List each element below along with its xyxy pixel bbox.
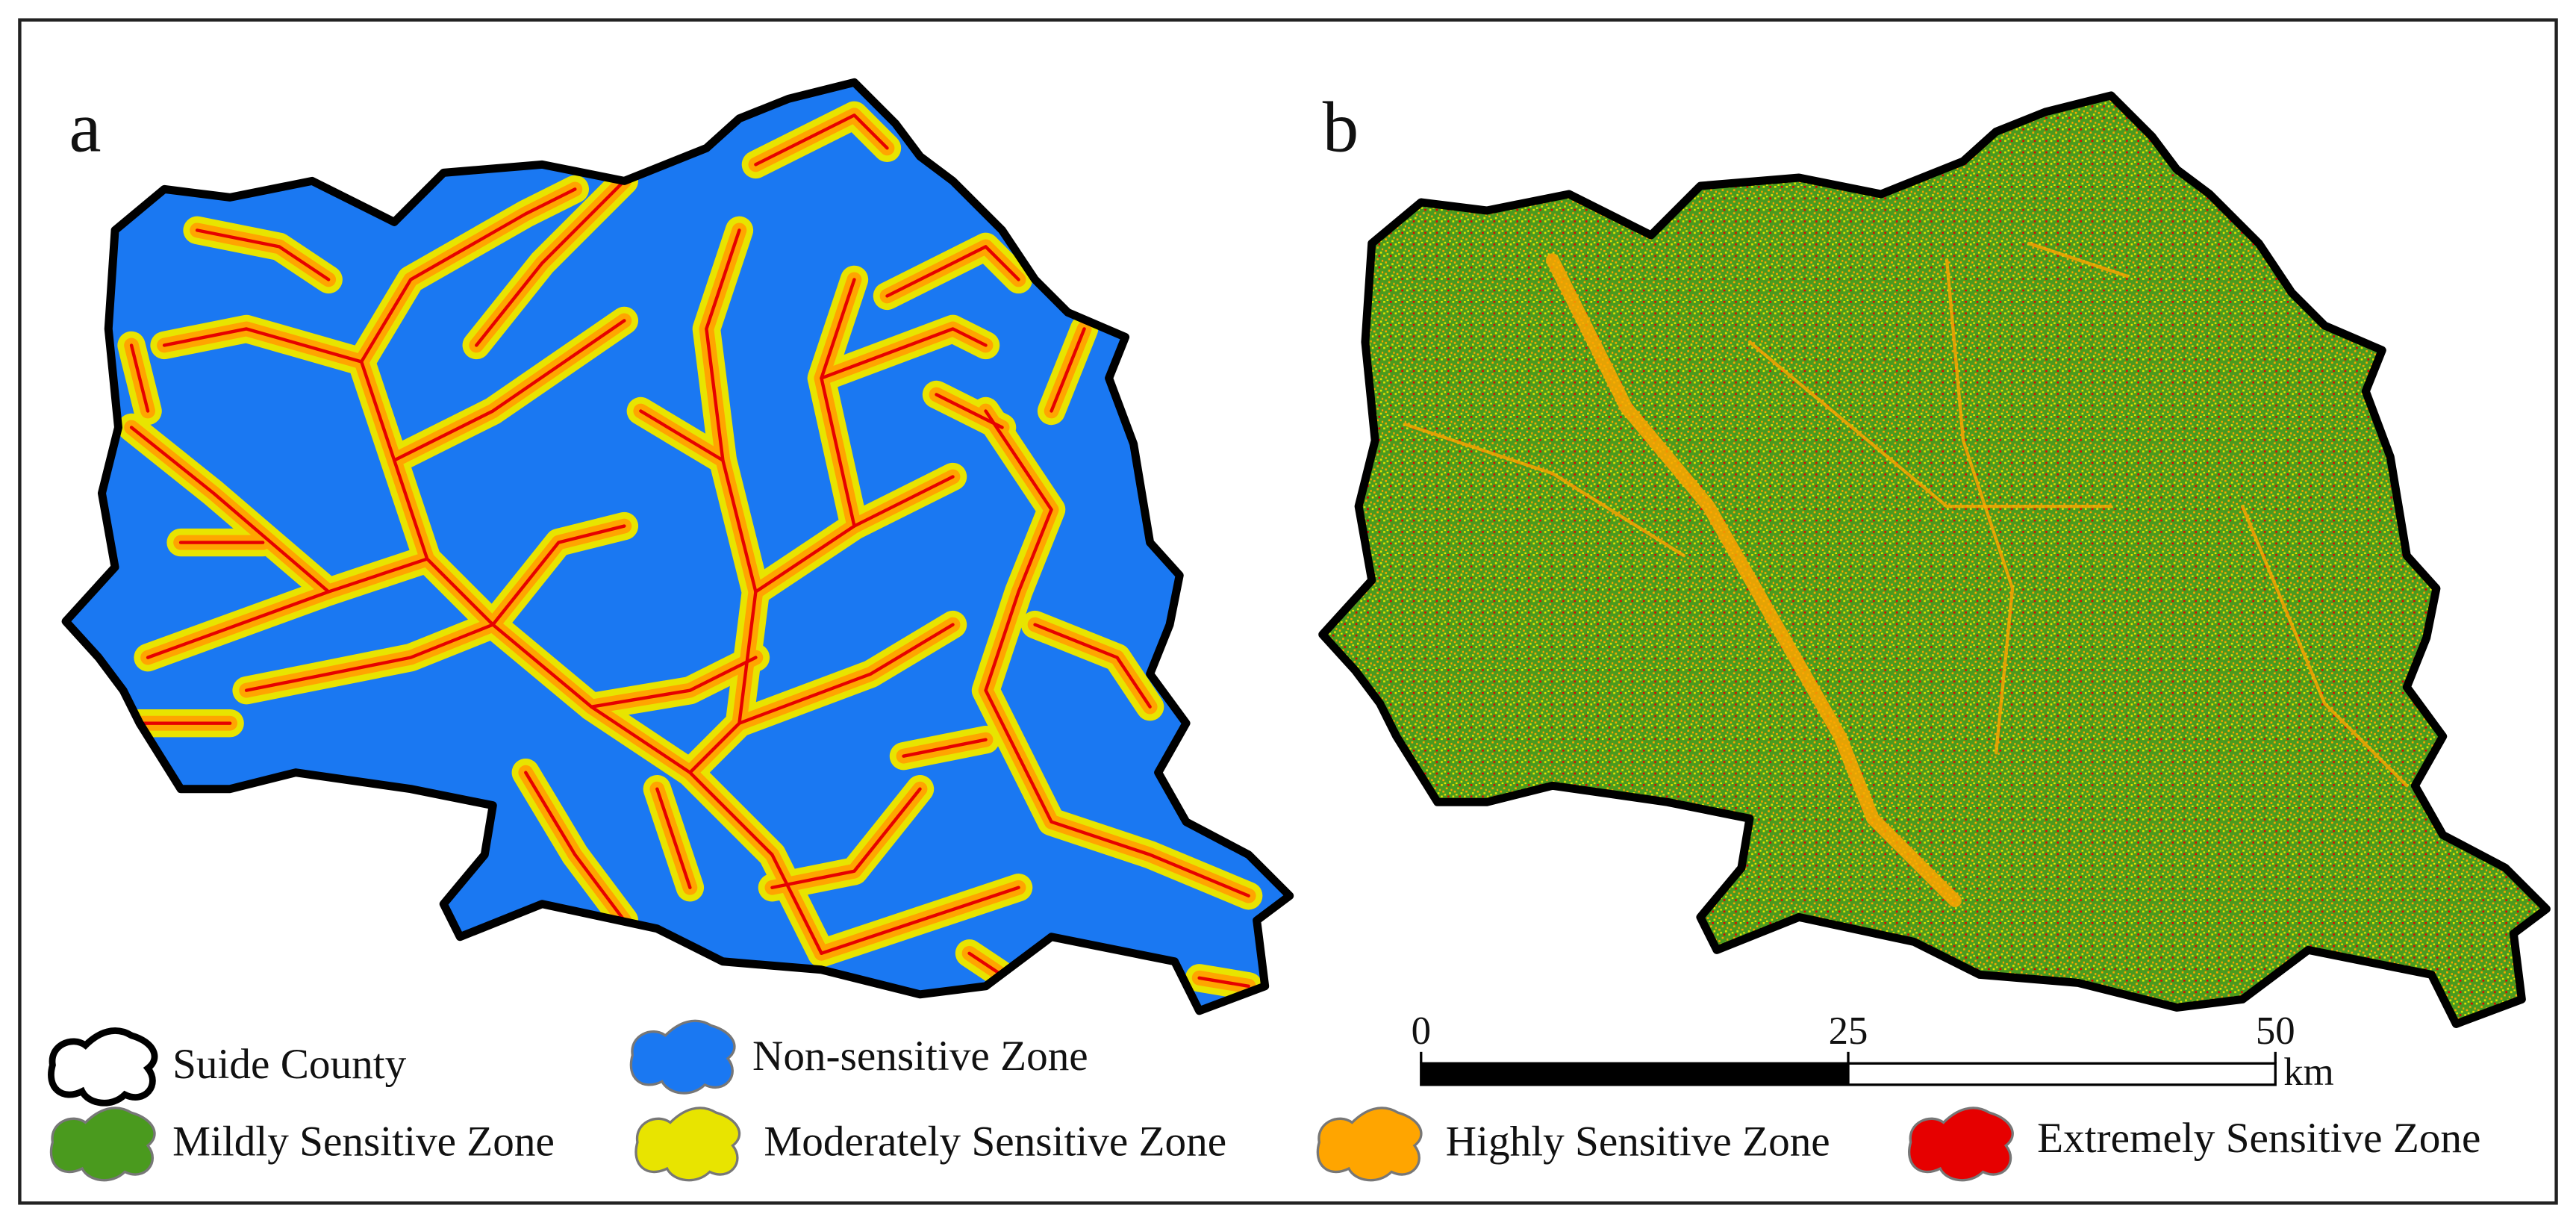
county-outline — [61, 78, 1294, 1015]
gully — [820, 327, 988, 380]
gully — [590, 656, 758, 709]
gully — [162, 327, 364, 364]
gully — [1050, 327, 1086, 413]
gully — [820, 886, 1020, 955]
county-outline — [1318, 91, 2551, 1028]
county-fill — [66, 82, 1290, 1011]
county-fill — [1322, 95, 2547, 1024]
gully — [491, 524, 626, 626]
river — [1546, 253, 1962, 908]
gully — [146, 557, 823, 955]
scale-label: 50 — [2256, 1009, 2295, 1053]
gully — [1197, 976, 1250, 989]
panel-label: b — [1323, 87, 1359, 167]
gully — [129, 343, 150, 413]
gully — [902, 738, 988, 758]
legend-swatch — [1908, 1107, 2014, 1182]
scale-segment — [1420, 1062, 1850, 1086]
stream — [1747, 340, 2113, 508]
legend-swatch — [49, 1107, 156, 1182]
legend: Suide County Non-sensitive Zone Mildly Sen… — [48, 1019, 2480, 1182]
gully — [885, 245, 1020, 298]
map-a — [61, 78, 1294, 1015]
gully — [393, 319, 626, 462]
scale-label: 0 — [1412, 1009, 1431, 1053]
legend-label: Suide County — [172, 1041, 407, 1088]
legend-swatch — [1316, 1107, 1423, 1182]
stream — [1403, 422, 1686, 558]
gully — [754, 113, 889, 167]
legend-swatch — [48, 1027, 158, 1107]
legend-label: Mildly Sensitive Zone — [172, 1118, 555, 1165]
gully — [244, 623, 495, 692]
legend-label: Non-sensitive Zone — [752, 1033, 1088, 1080]
stream — [2241, 504, 2409, 788]
gully — [1033, 623, 1152, 709]
panel-label: a — [69, 87, 101, 167]
map-b — [1318, 91, 2551, 1028]
legend-label: Highly Sensitive Zone — [1446, 1118, 1830, 1165]
scale-segment — [1847, 1062, 2277, 1086]
stream — [2027, 241, 2130, 278]
gully — [639, 409, 725, 462]
gully — [129, 426, 331, 594]
gully — [737, 623, 955, 725]
legend-swatch — [634, 1107, 741, 1182]
gully — [984, 409, 1250, 897]
scale-label: 25 — [1829, 1009, 1868, 1053]
gully — [359, 187, 577, 561]
legend-label: Moderately Sensitive Zone — [764, 1118, 1226, 1165]
scale-unit: km — [2283, 1051, 2334, 1094]
gully — [935, 393, 1004, 429]
stream — [1945, 258, 2015, 755]
river-network — [117, 101, 1263, 1001]
legend-label: Extremely Sensitive Zone — [2037, 1115, 2480, 1162]
legend-swatch — [629, 1019, 736, 1095]
gully — [524, 771, 626, 922]
gully — [195, 228, 331, 281]
river-network — [1403, 241, 2409, 908]
gully — [655, 787, 692, 889]
gully — [688, 228, 758, 774]
gully — [770, 787, 922, 889]
gully — [475, 179, 626, 347]
